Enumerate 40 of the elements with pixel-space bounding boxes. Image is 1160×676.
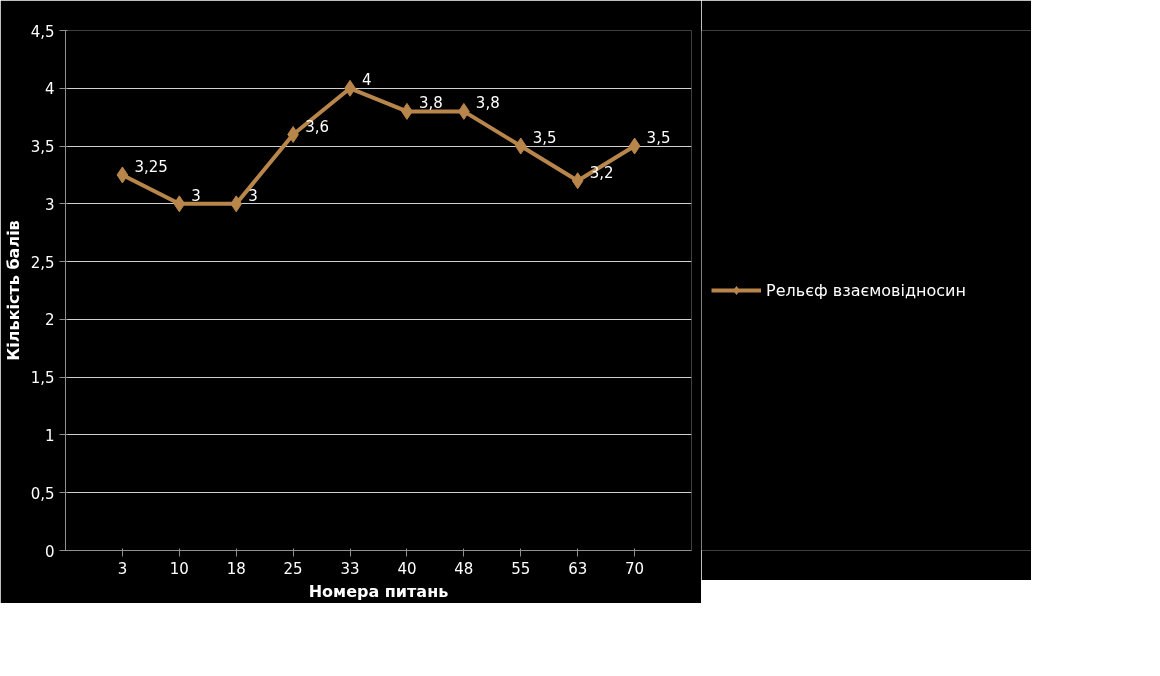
data-label: 3 [248, 186, 258, 205]
x-tick-label: 48 [454, 559, 474, 578]
x-tick-label: 70 [625, 559, 645, 578]
point [287, 126, 299, 143]
x-tick-label: 33 [340, 559, 360, 578]
y-tick-label: 0 [44, 542, 55, 561]
y-tick-label: 3 [44, 195, 55, 214]
point [230, 195, 243, 213]
x-tick-label: 3 [117, 559, 128, 578]
y-tick-label: 4 [44, 80, 55, 99]
x-tick-label: 63 [568, 559, 588, 578]
data-label: 3,25 [134, 157, 168, 176]
y-tick-label: 0,5 [30, 484, 55, 503]
point [628, 137, 641, 155]
y-tick-label: 2 [44, 311, 55, 330]
x-tick-label: 18 [226, 559, 246, 578]
legend-label: Рельєф взаємовідносин [766, 280, 966, 300]
y-tick-label: 2,5 [30, 253, 55, 272]
data-label: 3,6 [305, 117, 329, 136]
point [571, 172, 584, 190]
data-label: 3,8 [418, 94, 443, 113]
data-label: 3,2 [589, 163, 614, 182]
x-axis-title: Номера питань [308, 581, 449, 601]
point [173, 195, 186, 213]
y-tick-label: 1 [44, 426, 55, 445]
data-label: 3,8 [475, 94, 500, 113]
data-label: 3,5 [646, 129, 671, 148]
data-label: 4 [362, 71, 372, 90]
point [514, 137, 527, 155]
data-label: 3 [191, 186, 201, 205]
y-tick-label: 1,5 [30, 369, 55, 388]
x-tick-label: 40 [397, 559, 417, 578]
x-tick-label: 10 [169, 559, 189, 578]
x-tick-label: 25 [283, 559, 303, 578]
point [116, 166, 129, 184]
x-tick-label: 55 [511, 559, 531, 578]
y-tick-label: 3,5 [30, 138, 55, 157]
y-axis-title: Кількість балів [3, 220, 23, 361]
y-tick-label: 4,5 [30, 22, 55, 41]
data-label: 3,5 [532, 129, 557, 148]
